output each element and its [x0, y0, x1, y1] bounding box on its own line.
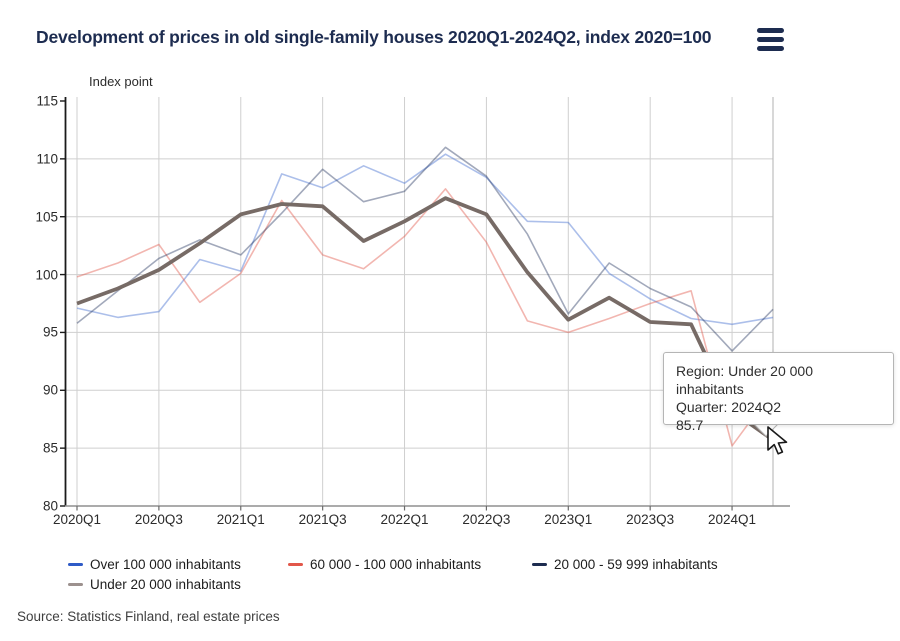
tooltip-value: 85.7: [676, 417, 704, 433]
legend-item-under-20-000-inhabitants[interactable]: Under 20 000 inhabitants: [68, 576, 241, 594]
legend-swatch: [68, 582, 83, 586]
series-line-over-100-000-inhabitants[interactable]: [76, 153, 774, 326]
x-tick-label-2024Q1: 2024Q1: [708, 512, 757, 527]
legend: Over 100 000 inhabitants 60 000 - 100 000…: [0, 552, 900, 598]
legend-item-60-000-100-000-inhabitants[interactable]: 60 000 - 100 000 inhabitants: [288, 556, 481, 574]
series-line-under-20-000-inhabitants[interactable]: [76, 196, 775, 442]
y-axis-title: Index point: [89, 74, 153, 89]
y-tick-label-95: 95: [42, 324, 58, 340]
series-line-20-000-59-999-inhabitants[interactable]: [76, 146, 774, 352]
legend-swatch: [288, 562, 303, 566]
y-tick-label-85: 85: [42, 440, 58, 456]
x-tick-label-2023Q1: 2023Q1: [544, 512, 593, 527]
tooltip-region-line: Region: Under 20 000 inhabitants: [676, 363, 813, 397]
mouse-cursor-icon: [767, 426, 788, 455]
y-tick-label-115: 115: [36, 93, 58, 109]
legend-label: Under 20 000 inhabitants: [90, 577, 241, 592]
source-note: Source: Statistics Finland, real estate …: [17, 609, 280, 624]
x-tick-label-2020Q3: 2020Q3: [134, 512, 183, 527]
hamburger-menu-icon[interactable]: [754, 26, 786, 56]
x-tick-label-2023Q3: 2023Q3: [626, 512, 675, 527]
page-title: Development of prices in old single-fami…: [36, 27, 712, 47]
y-tick-label-105: 105: [35, 209, 58, 225]
legend-swatch: [532, 562, 547, 566]
x-tick-label-2022Q3: 2022Q3: [462, 512, 511, 527]
x-tick-label-2022Q1: 2022Q1: [380, 512, 429, 527]
y-tick-label-100: 100: [35, 267, 58, 283]
legend-item-20-000-59-999-inhabitants[interactable]: 20 000 - 59 999 inhabitants: [532, 556, 718, 574]
y-tick-label-90: 90: [42, 382, 58, 398]
legend-label: Over 100 000 inhabitants: [90, 557, 241, 572]
y-tick-label-80: 80: [42, 498, 58, 514]
legend-item-over-100-000-inhabitants[interactable]: Over 100 000 inhabitants: [68, 556, 241, 574]
y-tick-label-110: 110: [36, 151, 58, 167]
chart-tooltip: Region: Under 20 000 inhabitants Quarter…: [663, 352, 894, 433]
x-tick-label-2021Q1: 2021Q1: [216, 512, 265, 527]
series-line-60-000-100-000-inhabitants[interactable]: [76, 188, 774, 447]
tooltip-quarter-line: Quarter: 2024Q2: [676, 399, 782, 415]
x-tick-label-2020Q1: 2020Q1: [52, 512, 102, 527]
legend-label: 60 000 - 100 000 inhabitants: [310, 557, 482, 572]
x-tick-label-2021Q3: 2021Q3: [298, 512, 347, 527]
legend-swatch: [68, 562, 83, 566]
legend-label: 20 000 - 59 999 inhabitants: [554, 557, 718, 572]
